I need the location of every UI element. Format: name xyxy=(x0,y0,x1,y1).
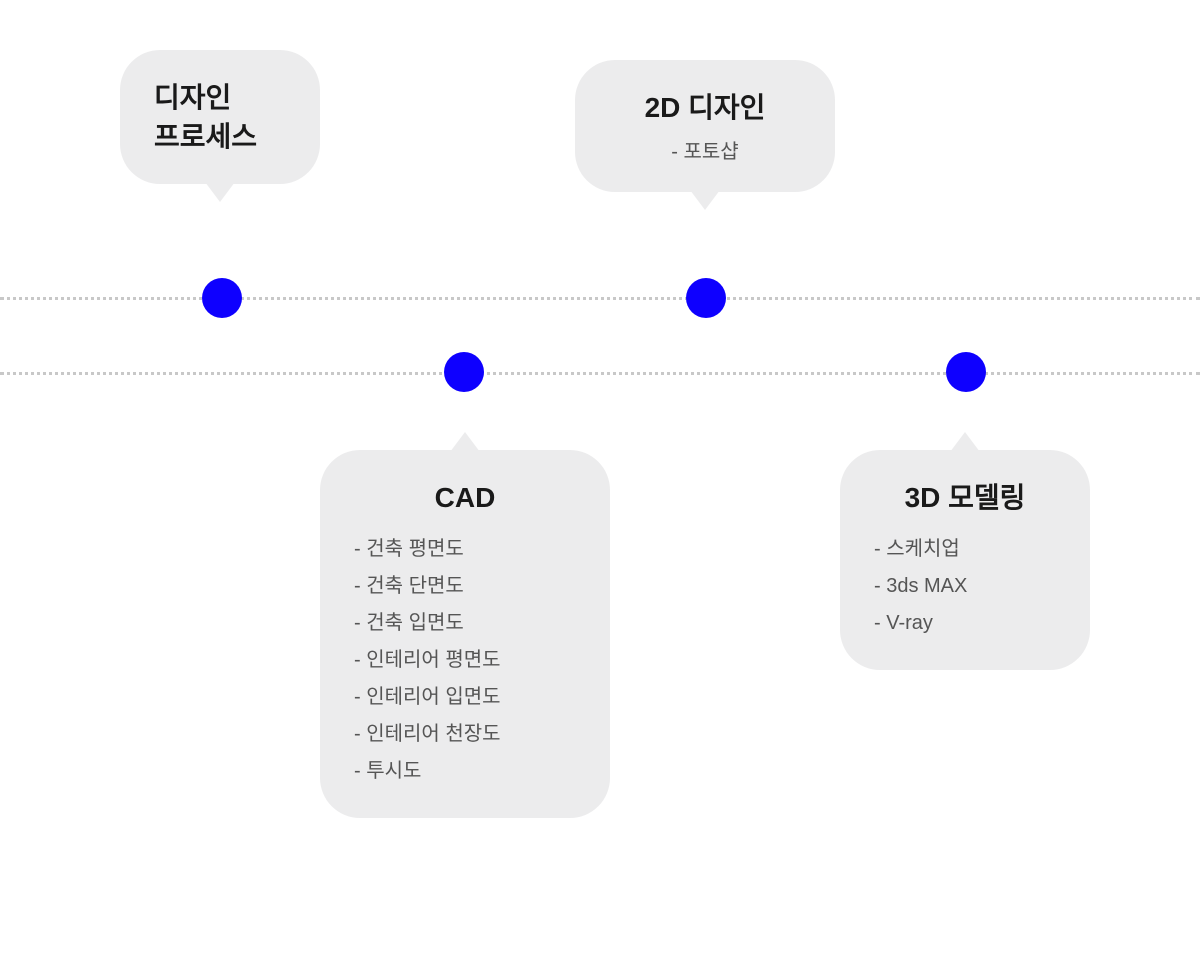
bubble-tail xyxy=(690,190,720,210)
list-item: 투시도 xyxy=(354,753,576,790)
bubble-subtitle: - 포토샵 xyxy=(609,135,801,164)
bubble-cad: CAD 건축 평면도 건축 단면도 건축 입면도 인테리어 평면도 인테리어 입… xyxy=(320,450,610,818)
node-dot-2d-design xyxy=(686,278,726,318)
bubble-title: 3D 모델링 xyxy=(874,478,1056,517)
list-item: 3ds MAX xyxy=(874,568,1056,605)
bubble-title: CAD xyxy=(354,478,576,517)
bubble-2d-design: 2D 디자인 - 포토샵 xyxy=(575,60,835,192)
bubble-tail xyxy=(950,432,980,452)
bubble-design-process: 디자인 프로세스 xyxy=(120,50,320,184)
title-line1: 디자인 xyxy=(154,82,231,113)
title-line2: 프로세스 xyxy=(154,121,257,152)
list-item: 건축 평면도 xyxy=(354,531,576,568)
bubble-tail xyxy=(205,182,235,202)
list-item: 스케치업 xyxy=(874,531,1056,568)
node-dot-design-process xyxy=(202,278,242,318)
list-item: 인테리어 천장도 xyxy=(354,716,576,753)
node-dot-cad xyxy=(444,352,484,392)
bubble-title: 디자인 프로세스 xyxy=(154,78,286,156)
list-item: 건축 단면도 xyxy=(354,568,576,605)
list-item: 건축 입면도 xyxy=(354,605,576,642)
bubble-list: 스케치업 3ds MAX V-ray xyxy=(874,531,1056,642)
bubble-title: 2D 디자인 xyxy=(609,88,801,127)
list-item: V-ray xyxy=(874,605,1056,642)
node-dot-3d-modeling xyxy=(946,352,986,392)
bubble-tail xyxy=(450,432,480,452)
timeline-line-bottom xyxy=(0,372,1200,375)
list-item: 인테리어 입면도 xyxy=(354,679,576,716)
bubble-3d-modeling: 3D 모델링 스케치업 3ds MAX V-ray xyxy=(840,450,1090,670)
list-item: 인테리어 평면도 xyxy=(354,642,576,679)
timeline-line-top xyxy=(0,297,1200,300)
bubble-list: 건축 평면도 건축 단면도 건축 입면도 인테리어 평면도 인테리어 입면도 인… xyxy=(354,531,576,790)
